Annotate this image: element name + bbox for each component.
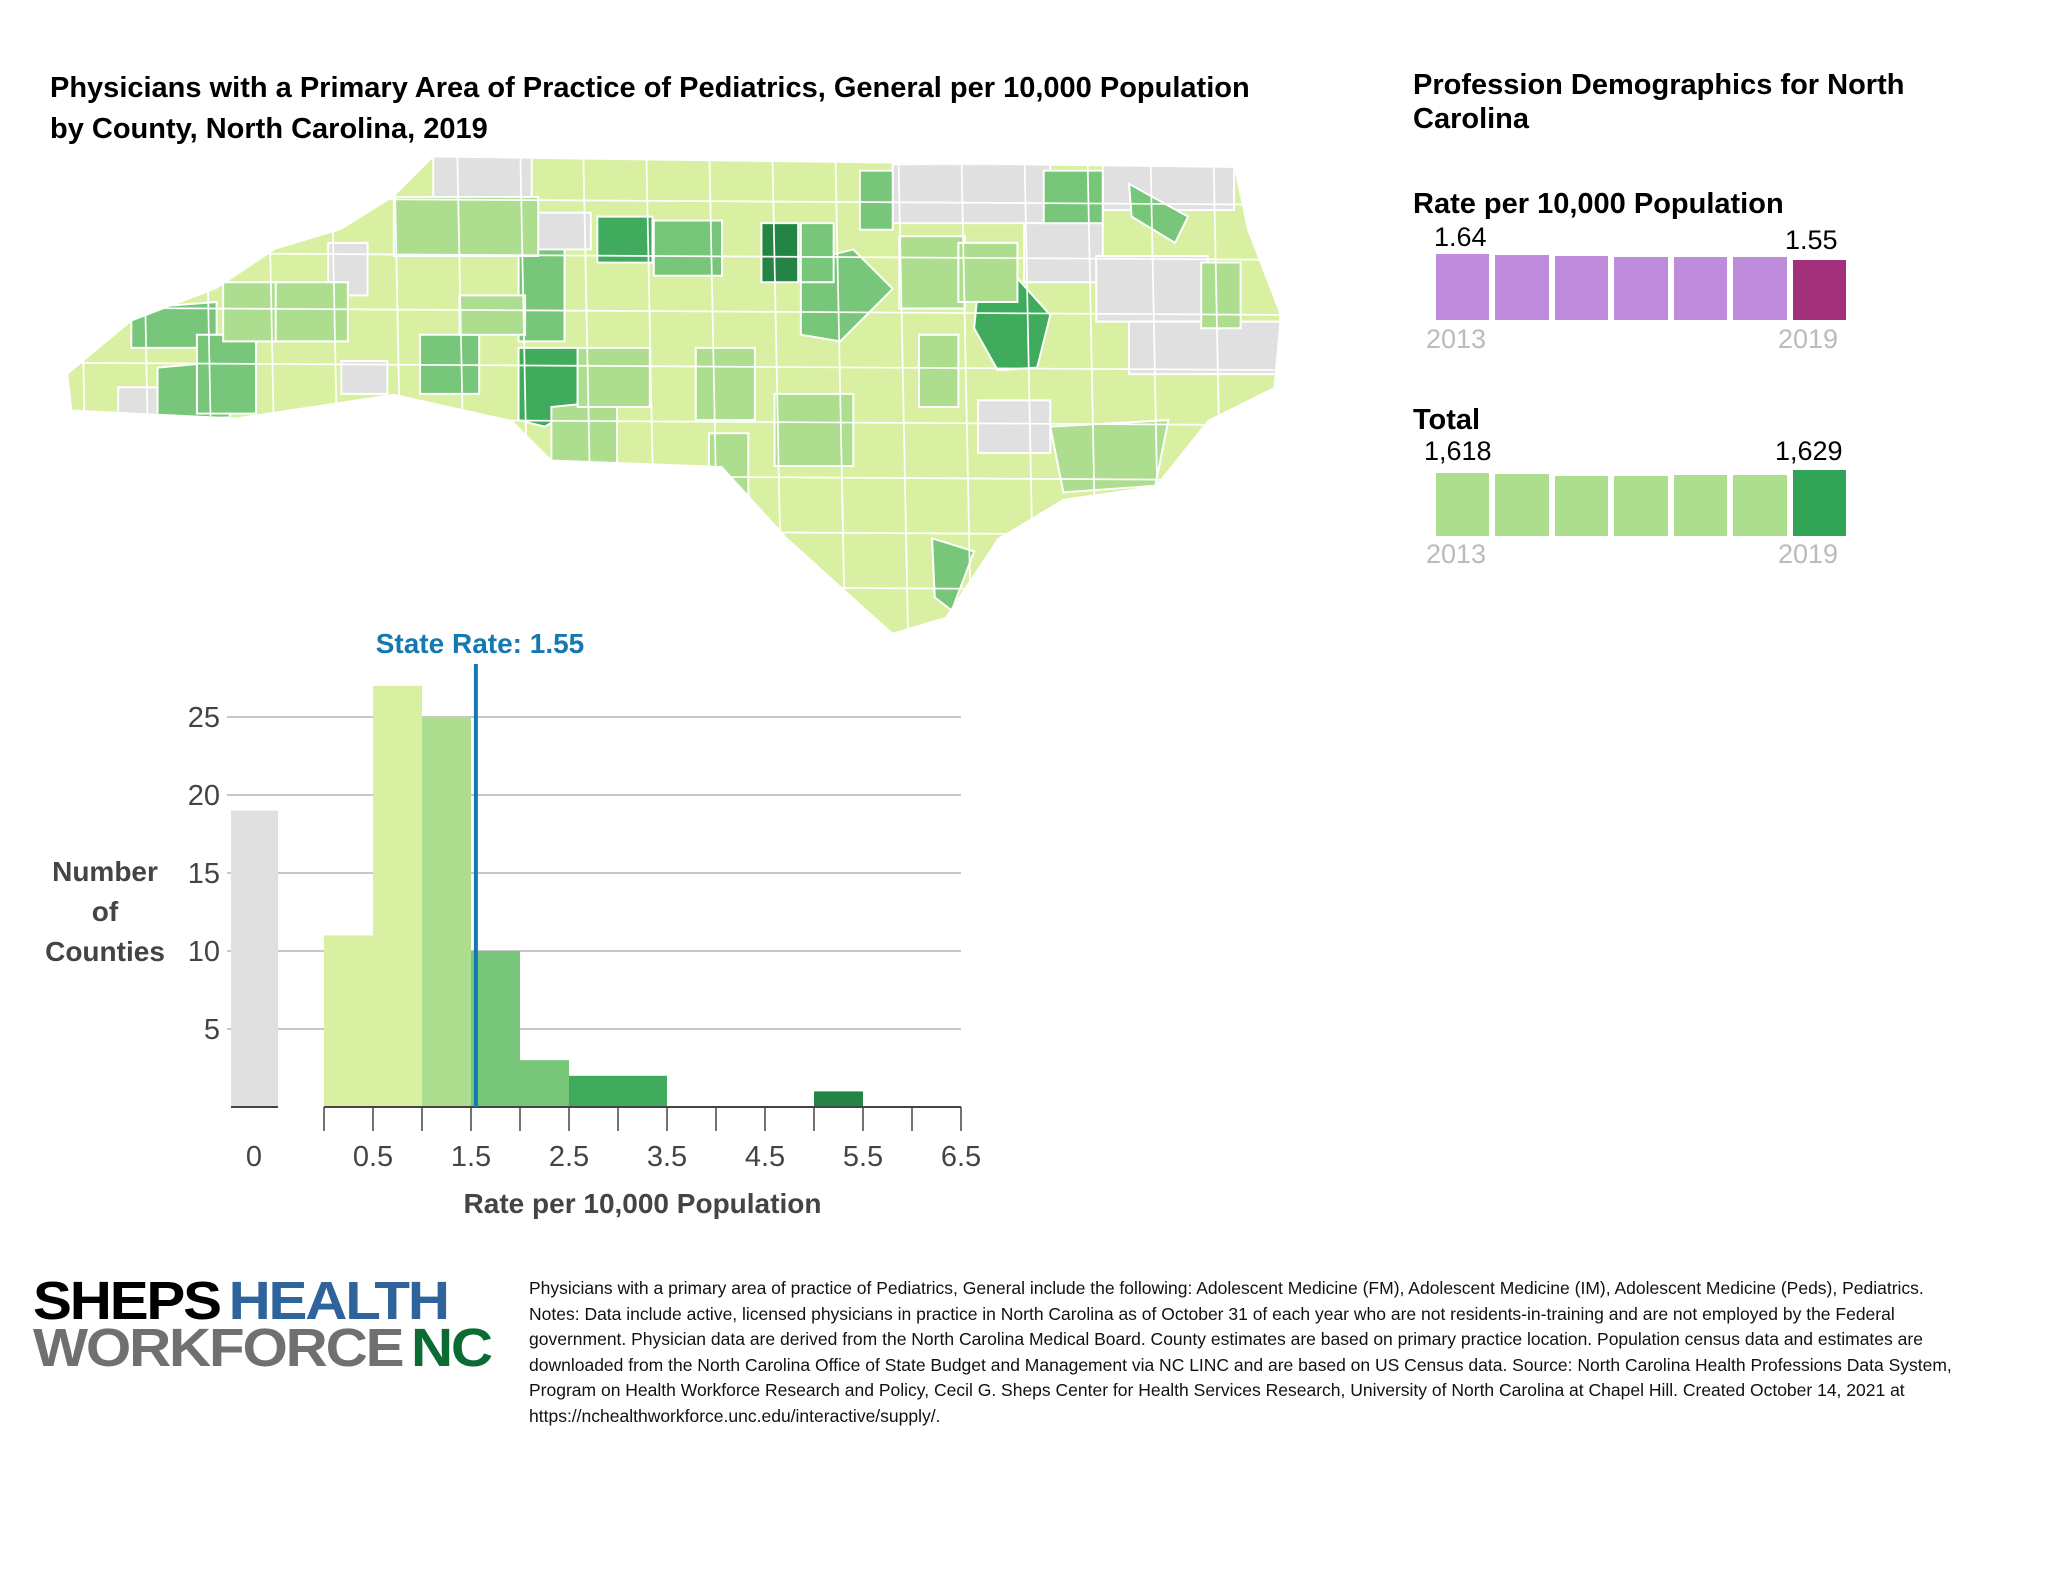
histogram-bar xyxy=(422,717,471,1107)
county xyxy=(576,346,651,408)
trend-bar xyxy=(1792,470,1846,536)
county-border xyxy=(960,157,973,633)
county-border xyxy=(68,361,1280,372)
x-tick-label: 4.5 xyxy=(745,1141,785,1173)
total-first-value: 1,618 xyxy=(1424,436,1492,466)
trend-bar xyxy=(1673,475,1728,536)
trend-bar xyxy=(1436,473,1490,536)
x-tick-label: 1.5 xyxy=(451,1141,491,1173)
county xyxy=(274,281,349,343)
y-axis-title-line: Counties xyxy=(45,936,165,967)
rate-heading: Rate per 10,000 Population xyxy=(1413,188,1784,220)
x-tick-label: 6.5 xyxy=(941,1141,981,1173)
county xyxy=(1127,182,1190,245)
x-axis-title: Rate per 10,000 Population xyxy=(463,1188,822,1219)
rate-last-year: 2019 xyxy=(1778,324,1839,354)
y-tick-label: 20 xyxy=(188,780,220,812)
rate-first-year: 2013 xyxy=(1426,324,1487,354)
histogram-bar xyxy=(324,935,373,1107)
logo-text: HEALTH xyxy=(228,1271,450,1331)
histogram-bar xyxy=(618,1075,667,1107)
trend-bar xyxy=(1673,257,1728,320)
trend-bar xyxy=(1554,256,1609,320)
rate-trend-bars xyxy=(1436,254,1846,320)
y-axis-title-line: Number xyxy=(52,856,158,887)
zero-bin-bar xyxy=(231,810,278,1107)
county xyxy=(458,294,527,336)
histogram-bar xyxy=(814,1091,863,1107)
county xyxy=(760,222,800,284)
county-border xyxy=(897,157,910,633)
histogram-bar xyxy=(520,1060,569,1107)
y-axis-title-line: of xyxy=(91,896,119,927)
rate-first-value: 1.64 xyxy=(1434,222,1487,252)
map-title: Physicians with a Primary Area of Practi… xyxy=(50,72,1250,145)
y-tick-label: 25 xyxy=(188,702,220,734)
demographics-title: Profession Demographics for North Caroli… xyxy=(1413,69,1905,135)
county xyxy=(799,222,835,284)
county xyxy=(1200,261,1242,330)
sheps-logo: SHEPS HEALTH WORKFORCE NC xyxy=(33,1274,493,1375)
x-tick-label: 5.5 xyxy=(843,1141,883,1173)
x-tick-label: 0 xyxy=(246,1141,262,1173)
trend-bar xyxy=(1733,474,1787,536)
county xyxy=(340,360,389,395)
county xyxy=(773,392,855,468)
state-rate-label: State Rate: 1.55 xyxy=(375,628,585,659)
county xyxy=(652,219,724,277)
histogram-bar xyxy=(471,951,520,1107)
county xyxy=(596,215,654,264)
logo-text: WORKFORCE xyxy=(33,1318,404,1378)
footnote: Physicians with a primary area of practi… xyxy=(529,1278,1952,1426)
total-heading: Total xyxy=(1413,404,1481,436)
total-last-value: 1,629 xyxy=(1775,436,1843,466)
rate-last-value: 1.55 xyxy=(1785,225,1838,255)
county xyxy=(977,399,1052,454)
county xyxy=(917,333,960,408)
total-first-year: 2013 xyxy=(1426,539,1487,569)
trend-bar xyxy=(1614,256,1668,320)
trend-bar xyxy=(1614,476,1668,536)
total-last-year: 2019 xyxy=(1778,539,1839,569)
histogram-bar xyxy=(569,1075,618,1107)
county xyxy=(858,169,894,231)
y-tick-label: 10 xyxy=(188,936,220,968)
county-border xyxy=(834,157,847,633)
histogram-bar xyxy=(373,685,422,1107)
y-tick-label: 15 xyxy=(188,858,220,890)
trend-bar xyxy=(1495,254,1549,320)
total-trend-bars xyxy=(1436,470,1846,536)
y-axis-title: Number of Counties xyxy=(30,852,180,972)
trend-bar xyxy=(1554,476,1609,536)
trend-bar xyxy=(1733,257,1787,320)
x-tick-label: 3.5 xyxy=(647,1141,687,1173)
trend-bar xyxy=(1436,254,1490,320)
y-tick-label: 5 xyxy=(204,1014,220,1046)
trend-bar xyxy=(1792,260,1846,320)
logo-text: NC xyxy=(410,1318,493,1378)
x-tick-label: 2.5 xyxy=(549,1141,589,1173)
trend-bar xyxy=(1495,474,1549,536)
county-border xyxy=(68,306,1280,316)
x-tick-label: 0.5 xyxy=(353,1141,393,1173)
logo-text: SHEPS xyxy=(33,1271,222,1331)
